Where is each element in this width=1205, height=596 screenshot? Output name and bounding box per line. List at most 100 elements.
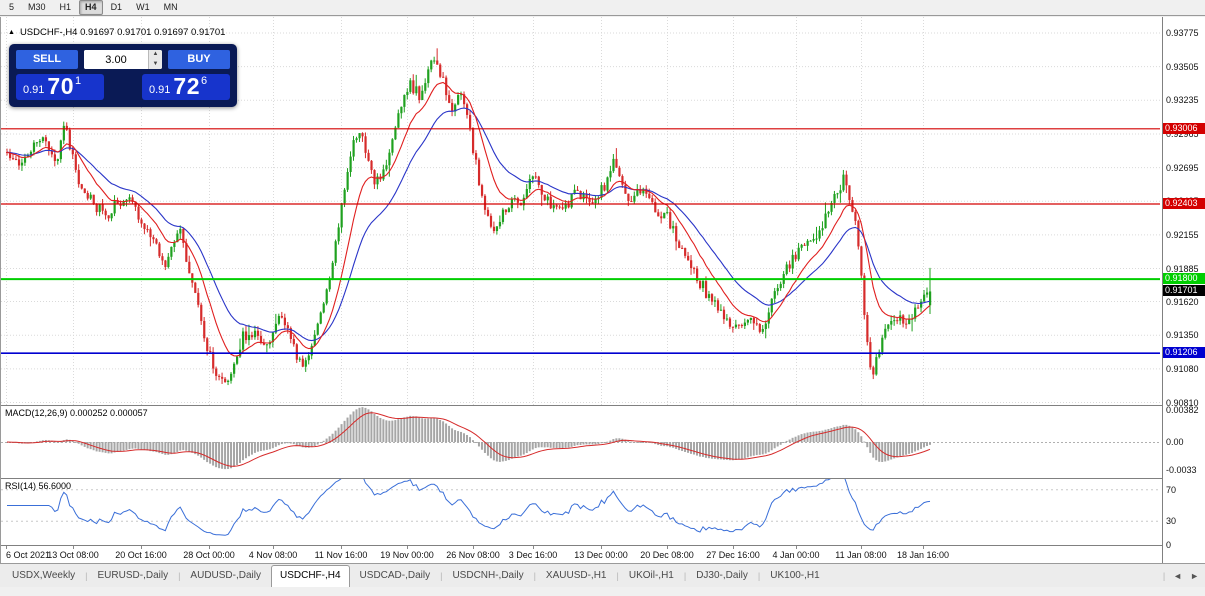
time-axis-label: 18 Jan 16:00: [896, 550, 950, 560]
time-tick: [73, 546, 74, 549]
macd-axis-label: 0.00382: [1166, 405, 1199, 415]
timeframe-button-m30[interactable]: M30: [28, 2, 46, 12]
chart-window: ▲ USDCHF-,H4 0.91697 0.91701 0.91697 0.9…: [0, 17, 1205, 563]
time-tick: [733, 546, 734, 549]
price-axis-separator: [1162, 17, 1163, 563]
timeframe-button-h4[interactable]: H4: [79, 0, 103, 15]
time-axis-label: 28 Oct 00:00: [183, 550, 235, 560]
price-axis-label: 0.92965: [1166, 128, 1199, 139]
resistance-line-badge: 0.93006: [1163, 122, 1205, 134]
time-axis-label: 19 Nov 00:00: [380, 550, 434, 560]
timeframe-button-h1[interactable]: H1: [59, 2, 72, 12]
chart-tab-audusd-daily[interactable]: AUDUSD-,Daily: [190, 569, 261, 581]
time-tick: [273, 546, 274, 549]
time-tick: [861, 546, 862, 549]
current-price-badge: 0.91701: [1163, 285, 1205, 297]
ohlc-text: USDCHF-,H4 0.91697 0.91701 0.91697 0.917…: [19, 27, 226, 38]
time-axis-label: 13 Dec 00:00: [574, 550, 628, 560]
buy-price-prefix: 0.91: [149, 84, 171, 96]
price-axis-label: 0.91080: [1166, 363, 1199, 374]
time-axis-label: 11 Jan 08:00: [835, 550, 887, 560]
chart-tab-usdcnh-daily[interactable]: USDCNH-,Daily: [452, 569, 524, 581]
chart-tab-eurusd-daily[interactable]: EURUSD-,Daily: [97, 569, 169, 581]
support-line-badge: 0.91206: [1163, 347, 1205, 359]
time-axis[interactable]: 6 Oct 2021 13 Oct 08:00 20 Oct 16:00 28 Oct…: [1, 546, 1162, 563]
macd-axis-label: 0.00: [1166, 437, 1184, 447]
volume-spinner: ▲ ▼: [148, 50, 162, 69]
tab-separator: |: [440, 570, 443, 581]
status-bar: [0, 587, 1205, 596]
buy-button[interactable]: BUY: [168, 50, 230, 69]
price-axis-label: 0.92155: [1166, 229, 1199, 240]
time-axis-label: 26 Nov 08:00: [446, 550, 500, 560]
time-axis-label: 4 Jan 00:00: [772, 550, 820, 560]
buy-price-big: 72: [173, 73, 201, 99]
volume-input[interactable]: [84, 50, 148, 69]
tab-scroll-arrows: | ◄ ►: [1163, 571, 1199, 581]
price-axis-label: 0.91620: [1166, 296, 1199, 307]
time-axis-label: 20 Dec 08:00: [640, 550, 694, 560]
sell-button[interactable]: SELL: [16, 50, 78, 69]
scroll-tabs-right-icon[interactable]: ►: [1190, 570, 1199, 581]
buy-price-pipette: 6: [201, 75, 208, 87]
timeframe-button-mn[interactable]: MN: [163, 2, 178, 12]
sell-price-pipette: 1: [75, 75, 82, 87]
tab-separator: |: [616, 570, 619, 581]
time-tick: [473, 546, 474, 549]
chart-tab-uk100-h1[interactable]: UK100-,H1: [770, 569, 820, 581]
sell-price-button[interactable]: 0.91 70 1: [16, 74, 104, 100]
tab-separator: |: [1162, 570, 1166, 581]
price-axis-label: 0.93505: [1166, 61, 1199, 72]
one-click-trading-panel: SELL ▲ ▼ BUY 0.91 70 1 0.91: [9, 44, 237, 107]
tab-separator: |: [178, 570, 181, 581]
time-tick: [6, 546, 7, 549]
rsi-panel-canvas[interactable]: [1, 479, 1162, 546]
price-axis-label: 0.93775: [1166, 28, 1199, 38]
time-tick: [533, 546, 534, 549]
chart-tab-usdx-weekly[interactable]: USDX,Weekly: [12, 569, 76, 581]
tab-separator: |: [533, 570, 536, 581]
time-tick: [407, 546, 408, 549]
tab-separator: |: [757, 570, 761, 581]
macd-label: MACD(12,26,9) 0.000252 0.000057: [5, 408, 148, 418]
chart-tab-usdchf-h4[interactable]: USDCHF-,H4: [270, 565, 350, 587]
chart-tab-xauusd-h1[interactable]: XAUUSD-,H1: [545, 569, 607, 581]
price-axis-label: 0.90810: [1166, 397, 1199, 408]
tab-separator: |: [85, 570, 88, 581]
timeframe-button-w1[interactable]: W1: [136, 2, 150, 12]
sell-price-big: 70: [47, 73, 75, 99]
chart-tab-dj30-daily[interactable]: DJ30-,Daily: [696, 569, 748, 581]
trade-panel-collapse-icon[interactable]: ▲: [8, 29, 15, 36]
timeframe-toolbar: 5 M30 H1 H4 D1 W1 MN: [0, 0, 1205, 16]
support-line-badge: 0.91800: [1163, 273, 1205, 285]
time-axis-label: 4 Nov 08:00: [248, 550, 298, 560]
macd-panel-canvas[interactable]: [1, 406, 1162, 479]
price-axis-label: 0.93235: [1166, 95, 1199, 106]
time-axis-label: 27 Dec 16:00: [706, 550, 760, 560]
volume-increase-button[interactable]: ▲: [152, 51, 159, 57]
buy-price-button[interactable]: 0.91 72 6: [142, 74, 230, 100]
time-tick: [796, 546, 797, 549]
time-tick: [667, 546, 668, 549]
macd-axis-label: -0.0033: [1166, 464, 1197, 475]
chart-tab-ukoil-h1[interactable]: UKOil-,H1: [628, 569, 674, 581]
rsi-label: RSI(14) 56.6000: [5, 481, 72, 491]
time-axis-label: 6 Oct 2021: [6, 550, 51, 560]
resistance-line-badge: 0.92403: [1163, 197, 1205, 209]
price-axis[interactable]: 0.93775 0.93505 0.93235 0.92965 0.92695 0.924…: [1163, 17, 1205, 563]
time-axis-label: 3 Dec 16:00: [508, 550, 558, 560]
time-axis-label: 13 Oct 08:00: [47, 550, 99, 560]
time-tick: [923, 546, 924, 549]
time-tick: [601, 546, 602, 549]
time-tick: [141, 546, 142, 549]
volume-decrease-button[interactable]: ▼: [152, 60, 159, 67]
scroll-tabs-left-icon[interactable]: ◄: [1173, 570, 1183, 581]
timeframe-button-d1[interactable]: D1: [110, 2, 123, 12]
timeframe-button-5[interactable]: 5: [9, 2, 15, 12]
tab-separator: |: [683, 570, 687, 581]
price-axis-label: 0.92695: [1166, 162, 1199, 173]
time-axis-label: 11 Nov 16:00: [314, 550, 368, 560]
rsi-axis-label: 0: [1166, 540, 1172, 550]
rsi-axis-label: 30: [1166, 516, 1177, 527]
chart-tab-usdcad-daily[interactable]: USDCAD-,Daily: [359, 569, 431, 581]
